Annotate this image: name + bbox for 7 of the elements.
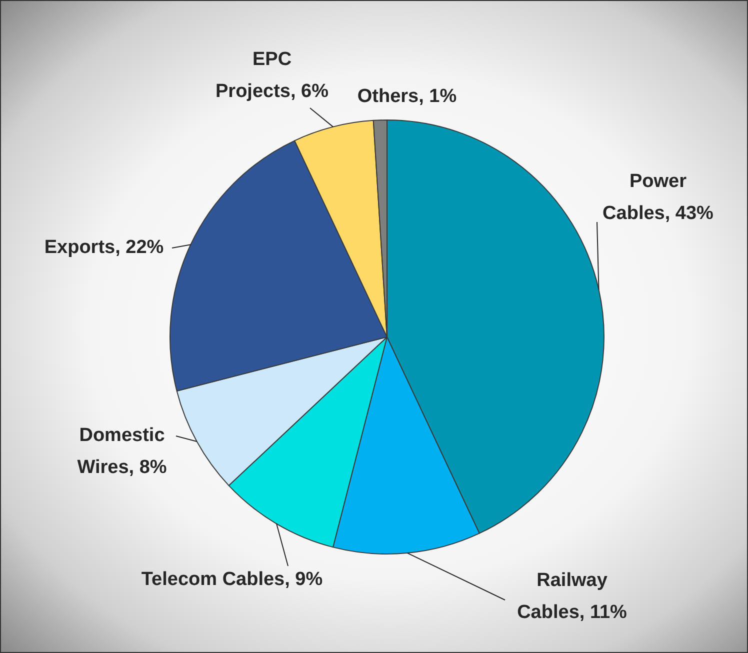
slice-label: Others, 1% [357, 86, 457, 108]
slice-label: Domestic Wires, 8% [77, 425, 167, 478]
slice-label: Railway Cables, 11% [517, 570, 628, 624]
slice-label: Telecom Cables, 9% [141, 569, 323, 590]
slice-label: Exports, 22% [44, 237, 164, 258]
slice-label: Power Cables, 43% [602, 171, 714, 224]
slice-label: EPC Projects, 6% [216, 49, 329, 102]
